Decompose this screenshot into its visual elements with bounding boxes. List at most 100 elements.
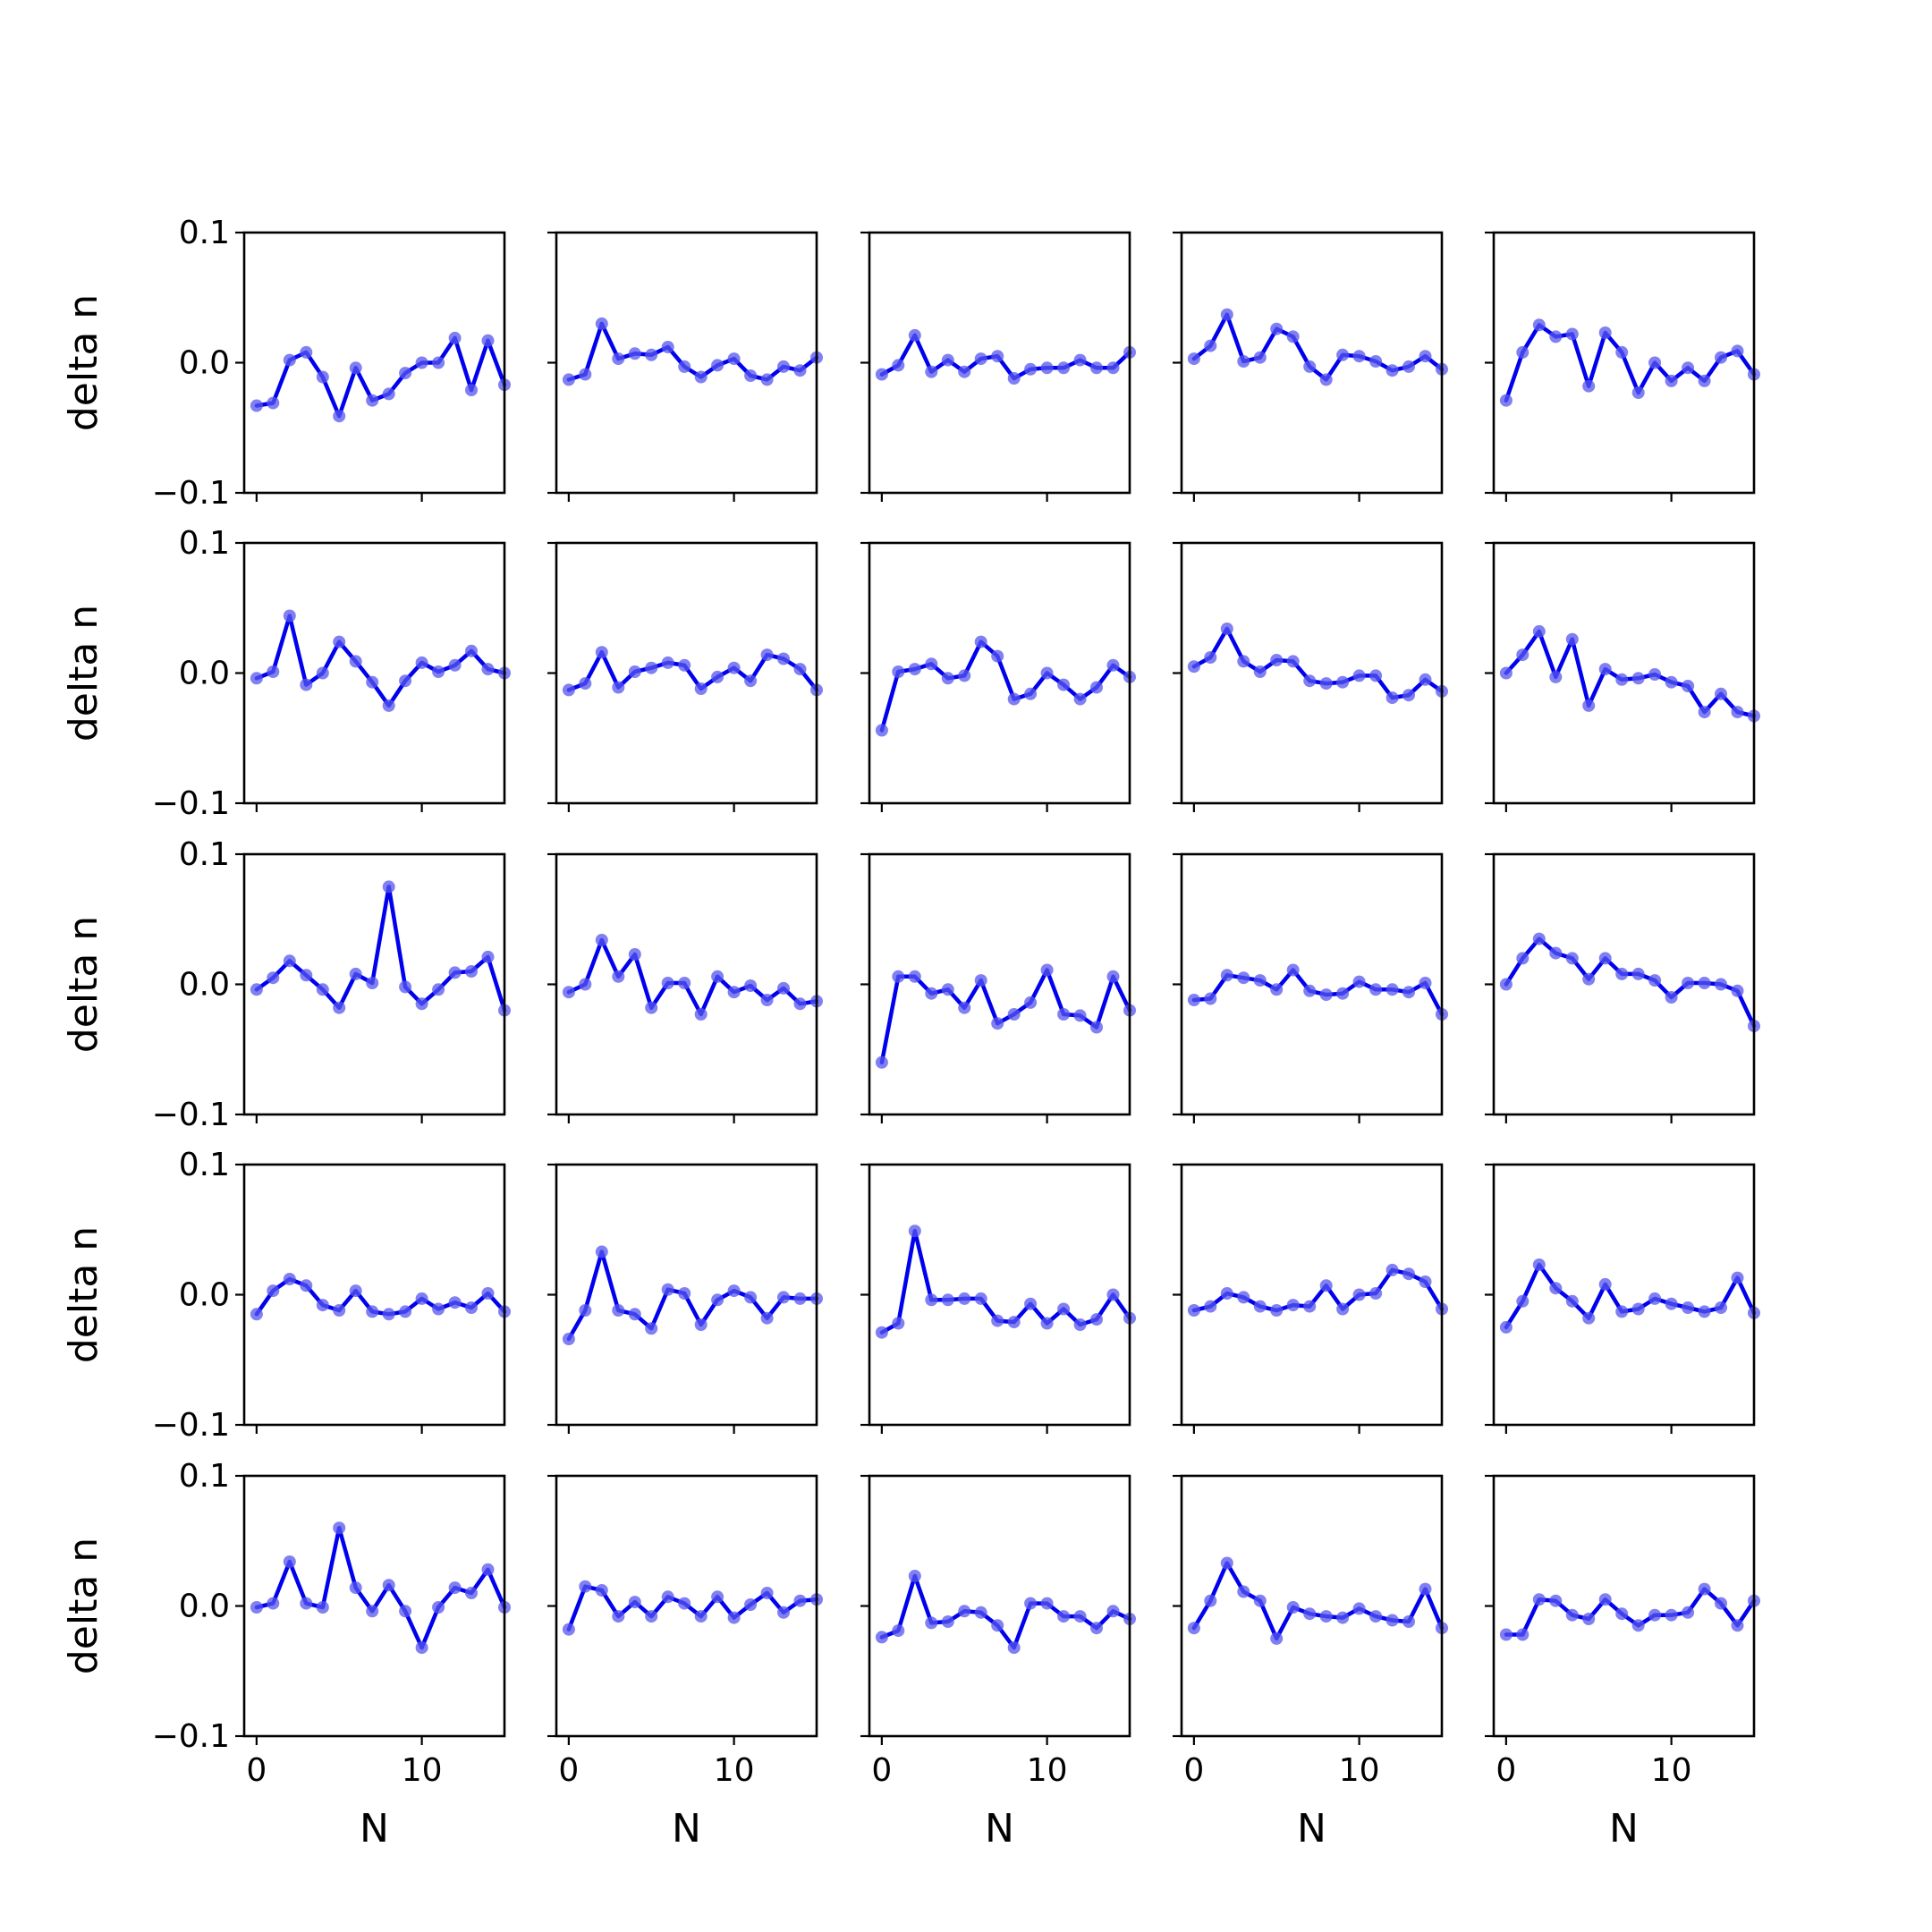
axes-frame (1180, 1474, 1444, 1738)
data-point (1715, 1597, 1727, 1610)
data-point (1303, 1607, 1317, 1621)
data-point (1682, 977, 1695, 989)
data-point (1532, 1593, 1546, 1606)
data-point (1665, 991, 1678, 1004)
data-point (1352, 669, 1366, 682)
data-point (333, 1304, 346, 1317)
data-point (974, 635, 987, 648)
data-point (1369, 669, 1383, 682)
data-point (448, 1581, 462, 1595)
data-point (316, 370, 329, 384)
data-point (300, 678, 313, 691)
data-point (1582, 1311, 1596, 1325)
data-point (958, 1001, 971, 1014)
data-point (1073, 692, 1087, 706)
data-point (777, 1606, 790, 1619)
data-point (1090, 681, 1103, 694)
data-point (300, 345, 313, 359)
data-point (1220, 1287, 1233, 1300)
data-point (1631, 1302, 1645, 1316)
data-point (1303, 674, 1317, 688)
data-point (1598, 1277, 1612, 1291)
data-point (1499, 394, 1513, 407)
data-point (333, 1001, 346, 1014)
data-point (744, 979, 758, 992)
data-point (1204, 651, 1217, 664)
y-tick-label: −0.1 (152, 475, 230, 512)
data-point (1419, 1582, 1432, 1596)
data-point (1682, 361, 1695, 375)
data-point (645, 1610, 658, 1623)
data-point (1648, 1292, 1662, 1305)
data-point (1682, 680, 1695, 692)
series-line (1191, 1267, 1445, 1313)
data-point (481, 950, 495, 963)
data-point (908, 1224, 921, 1238)
data-point (1073, 1610, 1087, 1623)
data-point (941, 353, 954, 367)
data-point (991, 1619, 1004, 1632)
data-point (1598, 326, 1612, 339)
subplot-r5-c5: 0 10 N (1485, 1474, 1760, 1852)
data-point (399, 1605, 412, 1618)
data-point (1024, 996, 1038, 1009)
data-point (760, 648, 774, 662)
data-point (941, 672, 954, 685)
data-point (1336, 1302, 1350, 1316)
data-point (925, 657, 938, 671)
data-point (250, 399, 263, 412)
data-point (777, 1291, 790, 1304)
data-point (1698, 1582, 1711, 1596)
x-axis-label: N (985, 1806, 1014, 1852)
data-point (1715, 978, 1727, 991)
x-tick-label: 10 (402, 1752, 443, 1789)
data-point (793, 1292, 807, 1305)
data-point (333, 635, 346, 648)
data-point (1549, 1282, 1563, 1295)
data-point (382, 387, 395, 401)
data-point (958, 1605, 971, 1618)
data-point (1024, 687, 1038, 700)
data-point (1385, 364, 1399, 377)
data-point (925, 987, 938, 1000)
data-point (1319, 373, 1333, 386)
data-point (1057, 678, 1071, 691)
data-point (562, 683, 575, 697)
data-point (645, 1001, 658, 1014)
data-point (1582, 379, 1596, 393)
data-point (1631, 672, 1645, 685)
data-point (283, 609, 296, 623)
data-point (1057, 1008, 1071, 1021)
series-line (1504, 1587, 1757, 1637)
data-point (991, 649, 1004, 663)
data-point (1385, 1263, 1399, 1276)
data-point (432, 1302, 445, 1316)
series-line (566, 1250, 819, 1342)
data-point (316, 666, 329, 680)
data-point (1270, 983, 1284, 996)
data-point (1270, 322, 1284, 335)
data-point (316, 983, 329, 996)
data-point (760, 1587, 774, 1599)
data-point (1253, 1594, 1267, 1607)
data-point (694, 370, 708, 384)
y-tick-label: 0.0 (179, 1277, 230, 1314)
data-point (1369, 1610, 1383, 1623)
y-tick-label: 0.0 (179, 967, 230, 1004)
data-point (366, 1305, 379, 1318)
series-line (566, 649, 819, 692)
data-point (1615, 345, 1629, 359)
data-point (1024, 1597, 1038, 1610)
data-point (1419, 977, 1432, 989)
data-point (958, 669, 971, 682)
data-point (1731, 1619, 1744, 1632)
data-point (1040, 963, 1054, 977)
data-point (300, 1279, 313, 1292)
data-point (694, 1318, 708, 1331)
data-point (562, 1333, 575, 1345)
series-line (254, 1525, 507, 1650)
data-point (628, 347, 641, 360)
data-point (1516, 1294, 1530, 1308)
data-point (974, 974, 987, 987)
data-point (1352, 1288, 1366, 1301)
